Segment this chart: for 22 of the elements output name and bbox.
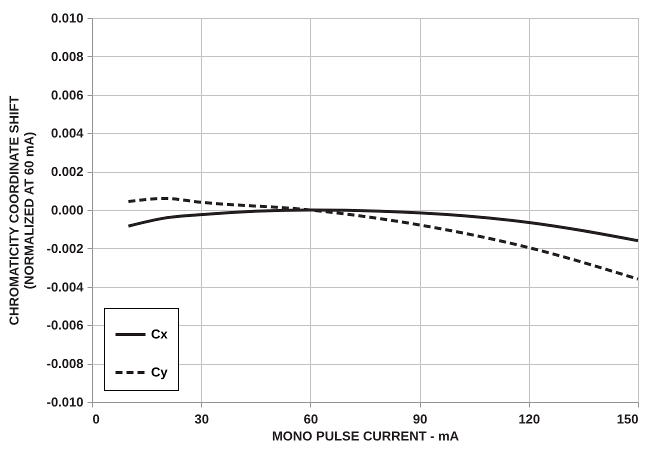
- x-tick-label: 150: [616, 412, 638, 426]
- x-tick-label: 0: [92, 412, 100, 426]
- y-tick-label: -0.008: [46, 356, 84, 372]
- y-tick-label: 0.010: [50, 10, 84, 26]
- y-tick-label: -0.010: [46, 394, 84, 410]
- y-tick-label: -0.004: [46, 279, 84, 294]
- y-tick-label: 0.006: [50, 87, 84, 102]
- y-tick-label: 0.004: [50, 126, 84, 141]
- x-tick-label: 90: [412, 412, 428, 426]
- line-series: [126, 196, 640, 281]
- legend-label: Cx: [151, 326, 168, 342]
- y-tick-label: -0.006: [46, 318, 84, 333]
- x-tick-label: 30: [194, 412, 209, 426]
- legend-label: Cy: [151, 364, 168, 380]
- y-tick-label: -0.002: [46, 240, 84, 256]
- y-axis-title: CHROMATICITY COORDINATE SHIFT (NORMALIZED AT 60 mA): [6, 96, 37, 326]
- x-axis-title: MONO PULSE CURRENT - mA: [272, 428, 460, 444]
- y-tick-label: 0.008: [50, 48, 84, 64]
- y-tick-label: 0.000: [50, 202, 84, 218]
- x-tick-label: 60: [304, 412, 318, 426]
- x-tick-label: 120: [518, 412, 540, 426]
- y-tick-label: 0.002: [50, 164, 84, 180]
